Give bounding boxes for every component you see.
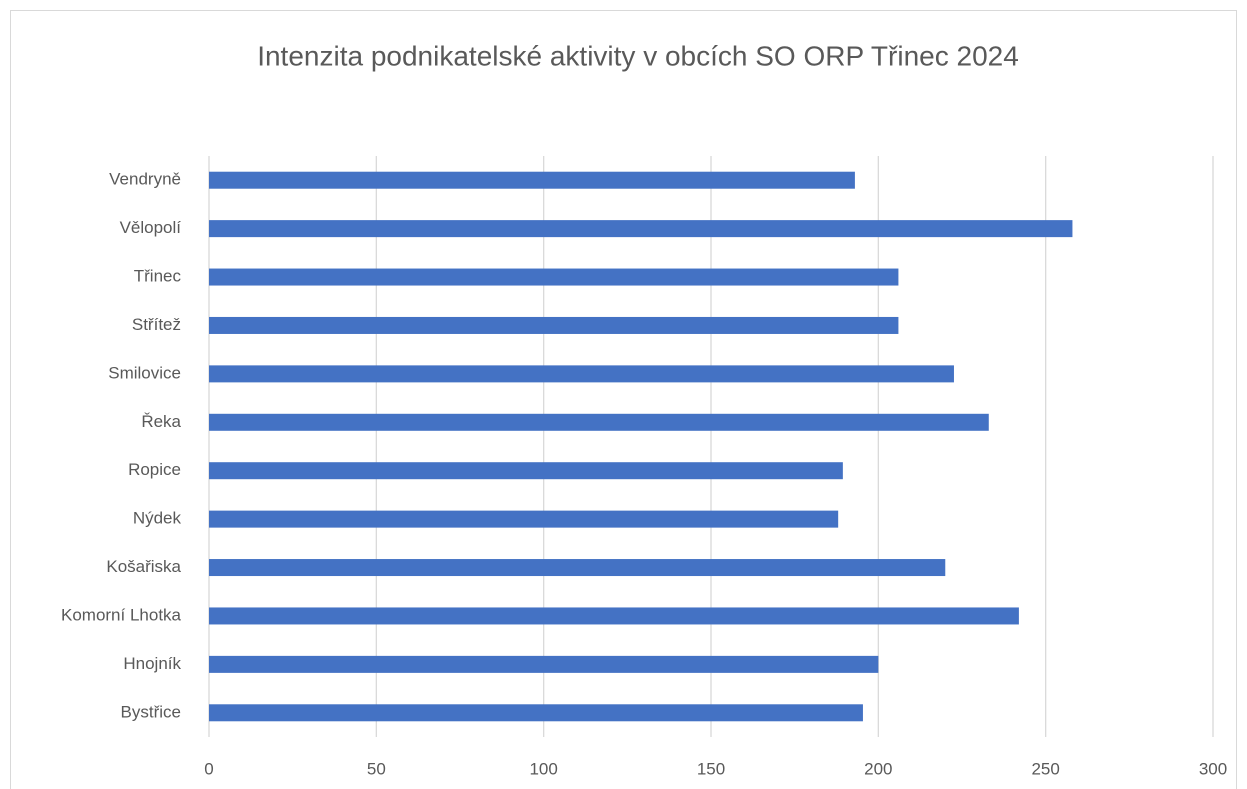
bar bbox=[209, 220, 1073, 238]
bar bbox=[209, 559, 946, 577]
x-tick-label: 300 bbox=[1199, 759, 1227, 778]
bar bbox=[209, 171, 855, 189]
y-tick-label: Hnojník bbox=[123, 654, 181, 673]
bar bbox=[209, 510, 839, 528]
y-tick-label: Nýdek bbox=[133, 509, 182, 528]
y-tick-label: Vendryně bbox=[109, 170, 181, 189]
y-tick-label: Vělopolí bbox=[120, 218, 182, 237]
y-tick-label: Smilovice bbox=[108, 363, 181, 382]
bar bbox=[209, 316, 899, 334]
y-tick-label: Bystřice bbox=[121, 702, 181, 721]
chart-title: Intenzita podnikatelské aktivity v obcíc… bbox=[257, 40, 1019, 71]
x-tick-label: 0 bbox=[204, 759, 213, 778]
y-tick-label: Komorní Lhotka bbox=[61, 605, 182, 624]
x-tick-label: 200 bbox=[864, 759, 892, 778]
y-tick-label: Košařiska bbox=[106, 557, 181, 576]
y-tick-label: Střítež bbox=[132, 315, 181, 334]
x-tick-label: 250 bbox=[1031, 759, 1059, 778]
bar bbox=[209, 655, 879, 673]
y-tick-label: Ropice bbox=[128, 460, 181, 479]
bar bbox=[209, 413, 989, 431]
bar bbox=[209, 704, 863, 722]
y-tick-label: Řeka bbox=[141, 412, 181, 431]
x-tick-label: 150 bbox=[697, 759, 725, 778]
y-tick-label: Třinec bbox=[134, 267, 182, 286]
bar bbox=[209, 607, 1019, 625]
bar bbox=[209, 365, 954, 383]
bar bbox=[209, 268, 899, 286]
x-tick-label: 50 bbox=[367, 759, 386, 778]
bar bbox=[209, 462, 843, 480]
x-tick-label: 100 bbox=[529, 759, 557, 778]
